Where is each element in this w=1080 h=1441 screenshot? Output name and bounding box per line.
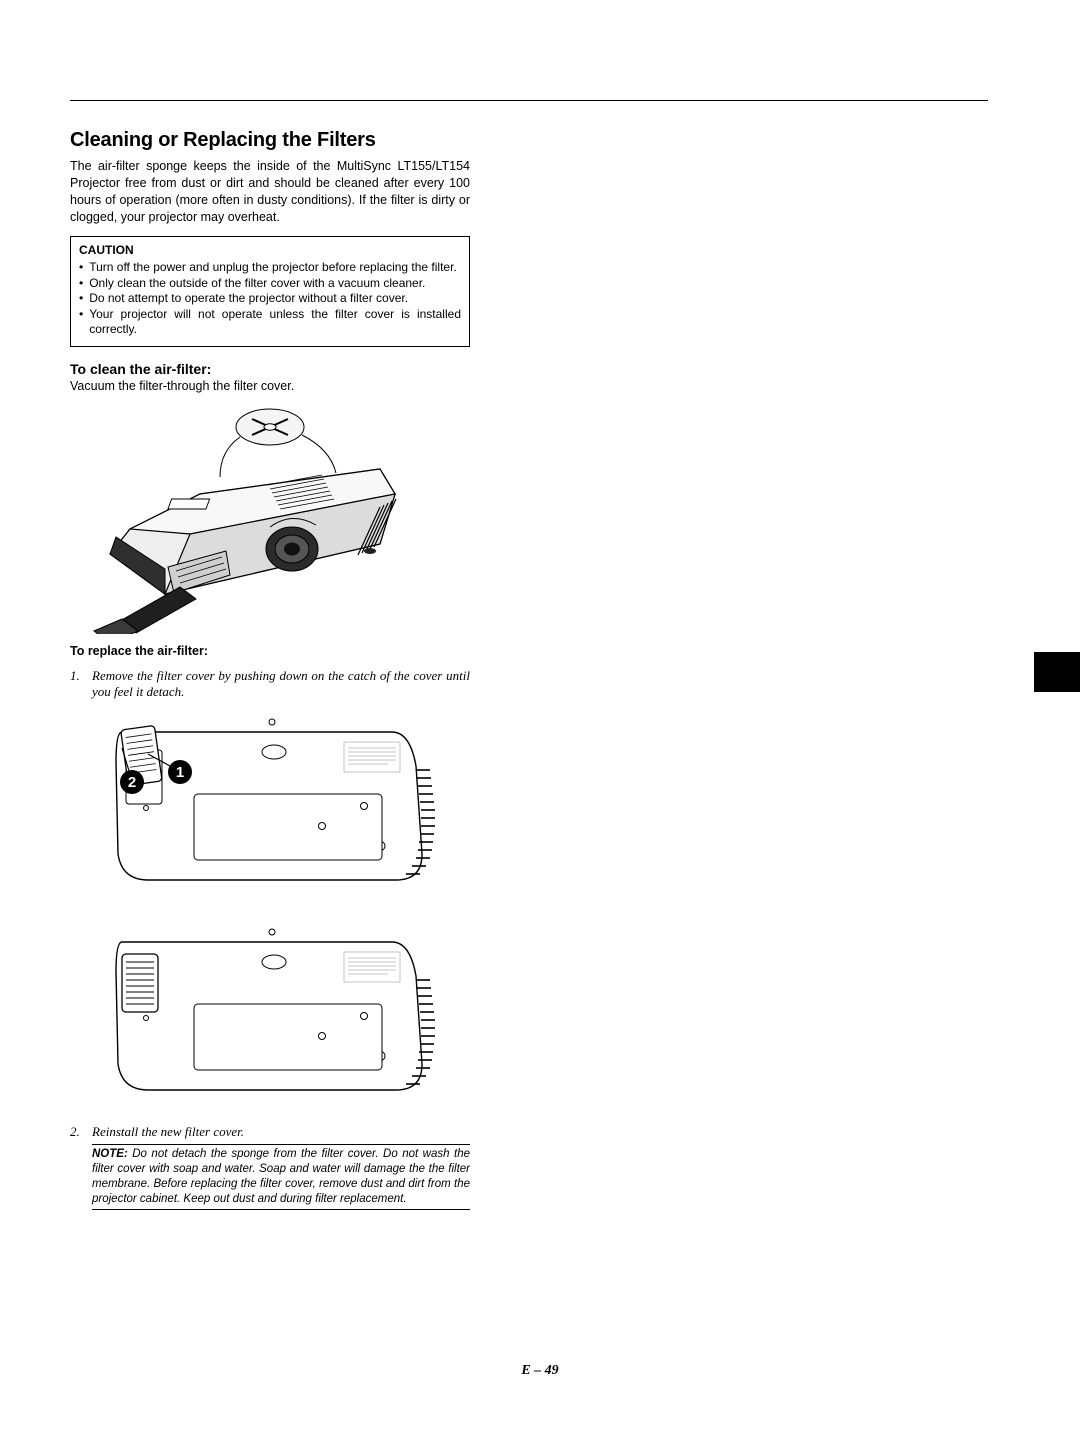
replace-heading: To replace the air-filter: [70,644,470,658]
figure-projector [70,399,470,634]
figure-bottom-views: 1 2 [92,704,470,1114]
note-block: NOTE: Do not detach the sponge from the … [92,1144,470,1210]
step-2: 2. Reinstall the new filter cover. [70,1124,470,1140]
left-column: Cleaning or Replacing the Filters The ai… [70,129,470,1210]
section-title: Cleaning or Replacing the Filters [70,129,470,152]
caution-box: CAUTION Turn off the power and unplug th… [70,236,470,348]
step-text: Reinstall the new filter cover. [92,1124,244,1140]
page-content: Cleaning or Replacing the Filters The ai… [0,0,1080,1250]
clean-text: Vacuum the filter-through the filter cov… [70,379,470,393]
note-label: NOTE: [92,1148,128,1160]
caution-item: Your projector will not operate unless t… [79,307,461,338]
header-rule [70,100,988,101]
step-number: 1. [70,668,92,700]
caution-item: Only clean the outside of the filter cov… [79,276,461,292]
callout-1: 1 [176,764,184,781]
caution-item: Turn off the power and unplug the projec… [79,260,461,276]
step-text: Remove the filter cover by pushing down … [92,668,470,700]
step-number: 2. [70,1124,92,1140]
step-1: 1. Remove the filter cover by pushing do… [70,668,470,700]
section-intro: The air-filter sponge keeps the inside o… [70,158,470,226]
page-number: E – 49 [0,1363,1080,1379]
clean-heading: To clean the air-filter: [70,361,470,377]
caution-title: CAUTION [79,243,461,259]
callout-2: 2 [128,774,136,791]
caution-list: Turn off the power and unplug the projec… [79,260,461,338]
caution-item: Do not attempt to operate the projector … [79,291,461,307]
note-text: Do not detach the sponge from the filter… [92,1148,470,1205]
